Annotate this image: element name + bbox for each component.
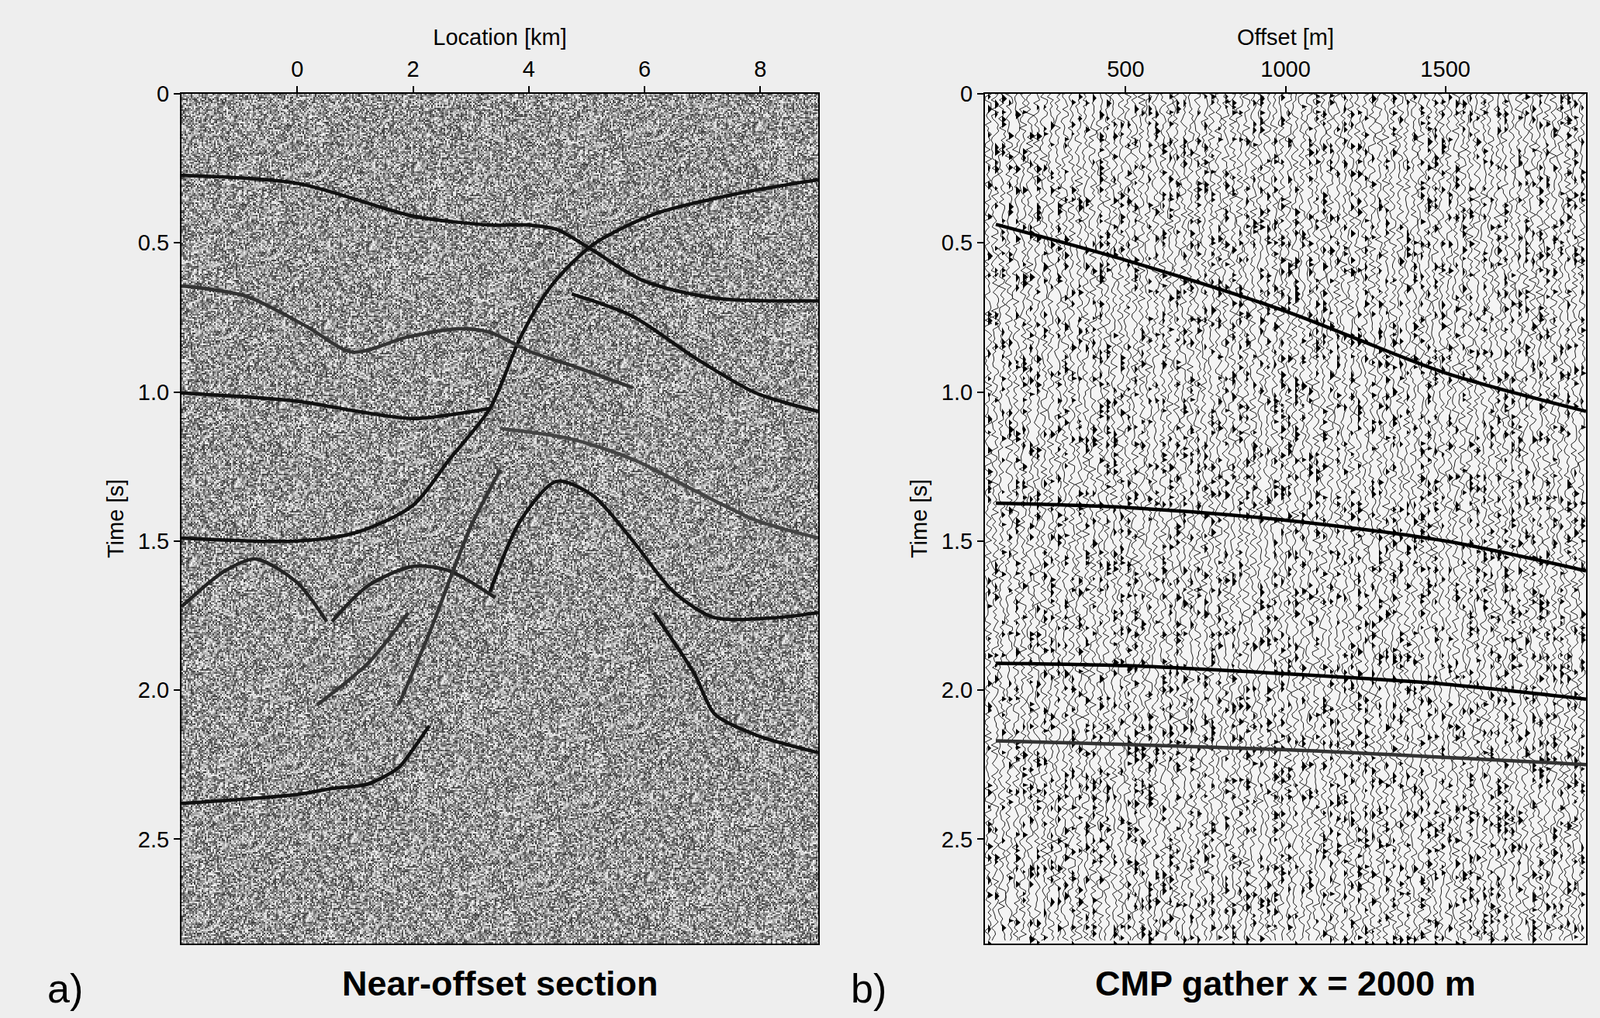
svg-text:0: 0 [960,81,973,107]
svg-text:Time [s]: Time [s] [906,479,932,559]
svg-text:0: 0 [290,56,304,82]
svg-text:6: 6 [638,56,651,82]
svg-text:0.5: 0.5 [941,230,973,256]
svg-text:1500: 1500 [1420,56,1471,82]
svg-text:0.5: 0.5 [138,230,170,256]
svg-text:2.5: 2.5 [941,827,973,853]
svg-text:1.0: 1.0 [941,380,973,405]
svg-text:CMP gather x = 2000 m: CMP gather x = 2000 m [1095,964,1476,1004]
svg-text:Offset [m]: Offset [m] [1237,24,1334,50]
svg-text:Near-offset section: Near-offset section [342,964,659,1004]
svg-text:0: 0 [156,81,170,107]
svg-text:1.0: 1.0 [138,380,170,405]
svg-text:Time [s]: Time [s] [103,479,128,559]
svg-text:4: 4 [522,56,536,82]
svg-text:2.0: 2.0 [138,677,170,703]
svg-text:a): a) [47,966,83,1012]
svg-text:2: 2 [406,56,419,82]
svg-text:500: 500 [1106,56,1144,82]
svg-text:1.5: 1.5 [138,528,170,554]
svg-text:2.0: 2.0 [941,677,973,703]
svg-text:1000: 1000 [1260,56,1311,82]
svg-text:8: 8 [753,56,767,82]
svg-text:1.5: 1.5 [941,528,973,554]
svg-text:Location [km]: Location [km] [432,24,567,50]
svg-text:2.5: 2.5 [138,827,170,853]
svg-text:b): b) [850,966,887,1012]
